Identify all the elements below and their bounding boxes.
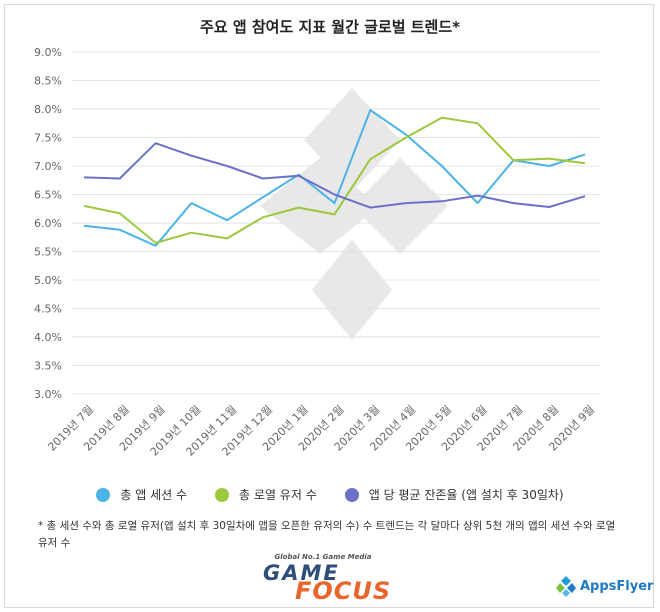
appsflyer-watermark-icon xyxy=(260,88,448,340)
appsflyer-icon xyxy=(556,576,576,597)
appsflyer-wordmark: AppsFlyer xyxy=(580,578,654,594)
y-tick-label: 6.0% xyxy=(34,217,62,230)
y-tick-label: 7.5% xyxy=(34,132,62,145)
y-tick-label: 7.0% xyxy=(34,160,62,173)
y-tick-label: 5.0% xyxy=(34,274,62,287)
appsflyer-logo: AppsFlyer xyxy=(556,575,653,597)
y-tick-label: 9.0% xyxy=(34,46,62,59)
y-tick-label: 5.5% xyxy=(34,246,62,259)
legend-dot-loyal-users xyxy=(215,487,230,502)
legend-item-loyal-users: 총 로열 유저 수 xyxy=(215,486,317,503)
legend-dot-retention xyxy=(344,487,359,502)
series-lines xyxy=(83,109,586,247)
footnote: * 총 세션 수와 총 로열 유저(앱 설치 후 30일차에 앱을 오픈한 유저… xyxy=(38,520,616,549)
y-tick-label: 8.5% xyxy=(34,75,62,88)
y-axis-ticks: 9.0% 8.5% 8.0% 7.5% 7.0% 6.5% 6.0% 5.5% 5.0% 4.5%… xyxy=(34,46,62,401)
y-tick-label: 4.5% xyxy=(34,303,62,316)
y-tick-label: 3.5% xyxy=(34,360,62,373)
legend: 총 앱 세션 수 총 로열 유저 수 앱 당 평균 잔존율 (앱 설치 후 30… xyxy=(0,486,660,503)
line-chart: 9.0% 8.5% 8.0% 7.5% 7.0% 6.5% 6.0% 5.5% 5.0% 4.5%… xyxy=(34,46,600,459)
y-tick-label: 8.0% xyxy=(34,103,62,116)
grid-lines xyxy=(72,51,600,395)
watermark-diamond-bottom xyxy=(312,240,392,340)
gamefocus-logo-game: GAME xyxy=(263,561,340,585)
chart-title: 주요 앱 참여도 지표 월간 글로벌 트렌드* xyxy=(200,18,460,36)
legend-item-retention: 앱 당 평균 잔존율 (앱 설치 후 30일차) xyxy=(344,486,564,503)
y-tick-label: 3.0% xyxy=(34,388,62,401)
gamefocus-tagline: Global No.1 Game Media xyxy=(274,553,372,561)
chart-frame xyxy=(4,4,654,608)
gamefocus-logo-focus: FOCUS xyxy=(295,577,392,605)
gamefocus-logo: GAME FOCUS xyxy=(255,561,405,605)
watermark-diamond-left xyxy=(260,158,380,254)
legend-label-sessions: 총 앱 세션 수 xyxy=(120,488,188,502)
watermark-diamond-right xyxy=(352,158,448,254)
y-tick-label: 4.0% xyxy=(34,331,62,344)
legend-dot-sessions xyxy=(96,487,111,502)
series-line-0 xyxy=(83,109,586,247)
legend-label-retention: 앱 당 평균 잔존율 (앱 설치 후 30일차) xyxy=(368,488,564,502)
legend-item-sessions: 총 앱 세션 수 xyxy=(96,486,187,503)
series-line-1 xyxy=(83,116,586,244)
legend-label-loyal-users: 총 로열 유저 수 xyxy=(239,488,317,502)
y-tick-label: 6.5% xyxy=(34,189,62,202)
